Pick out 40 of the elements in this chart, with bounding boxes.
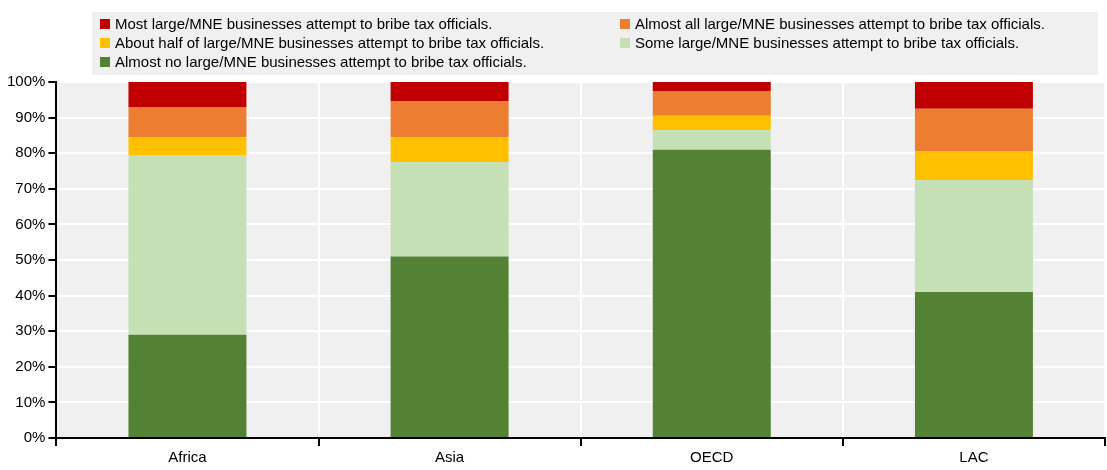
- bar: [652, 90, 771, 116]
- bar: [652, 130, 771, 150]
- bar: [128, 82, 247, 107]
- legend-label: Most large/MNE businesses attempt to bribe tax officials.: [115, 14, 493, 33]
- y-tick-label: 40%: [15, 285, 46, 303]
- x-tick-label: OECD: [690, 448, 734, 466]
- y-tick-label: 50%: [15, 250, 46, 268]
- y-tick-label: 20%: [15, 356, 46, 374]
- bar: [914, 82, 1033, 109]
- bar: [128, 334, 247, 437]
- bar: [652, 149, 771, 437]
- y-tick-label: 70%: [15, 178, 46, 196]
- bar: [914, 108, 1033, 152]
- legend-label: Some large/MNE businesses attempt to bribe tax officials.: [635, 33, 1020, 52]
- y-tick-label: 30%: [15, 321, 46, 339]
- bar: [652, 82, 771, 91]
- bar: [128, 106, 247, 138]
- bar: [390, 101, 509, 138]
- y-tick-label: 90%: [15, 107, 46, 125]
- x-tick-label: Africa: [168, 448, 208, 466]
- bar: [914, 292, 1033, 437]
- bar: [390, 82, 509, 102]
- bar: [390, 256, 509, 437]
- y-tick-label: 80%: [15, 143, 46, 161]
- legend-label: Almost all large/MNE businesses attempt to bribe tax officials.: [635, 14, 1045, 33]
- bar: [390, 137, 509, 163]
- y-tick-label: 100%: [6, 72, 46, 90]
- x-tick-label: Asia: [435, 448, 465, 466]
- bar: [128, 154, 247, 335]
- x-tick-label: LAC: [959, 448, 989, 466]
- y-tick-label: 0%: [23, 428, 46, 446]
- bar: [390, 162, 509, 257]
- bar: [914, 179, 1033, 293]
- bar: [652, 115, 771, 131]
- bar: [128, 137, 247, 155]
- y-tick-label: 60%: [15, 214, 46, 232]
- legend-label: About half of large/MNE businesses attempt to bribe tax officials.: [115, 33, 545, 52]
- bar: [914, 151, 1033, 180]
- y-tick-label: 10%: [15, 392, 46, 410]
- legend-label: Almost no large/MNE businesses attempt to bribe tax officials.: [115, 52, 527, 71]
